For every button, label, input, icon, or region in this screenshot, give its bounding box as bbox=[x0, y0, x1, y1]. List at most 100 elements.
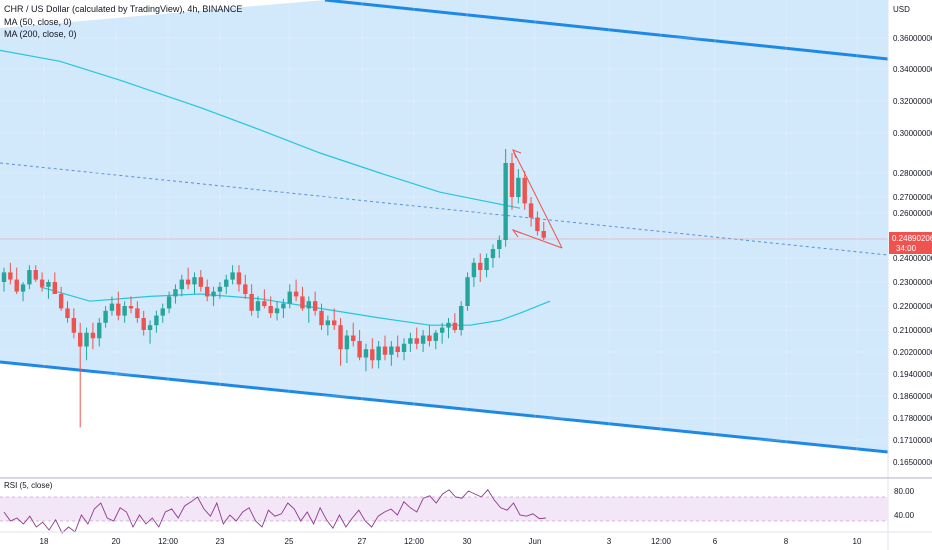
candle-body bbox=[71, 318, 77, 333]
candle bbox=[452, 313, 458, 333]
candle bbox=[97, 318, 102, 347]
candle bbox=[8, 262, 13, 285]
candle bbox=[128, 296, 134, 314]
candle bbox=[71, 308, 77, 339]
candle bbox=[46, 279, 51, 299]
y-tick-label: 0.32000000 bbox=[893, 97, 932, 106]
candle bbox=[103, 306, 108, 328]
candle bbox=[116, 291, 121, 321]
candle bbox=[319, 303, 324, 330]
candle bbox=[52, 272, 57, 294]
candle bbox=[243, 274, 248, 299]
candle-body bbox=[236, 272, 242, 285]
y-tick-label: 0.22000000 bbox=[893, 302, 932, 311]
candle bbox=[141, 310, 146, 336]
rsi-pane: 80.00 40.00 RSI (5, close) bbox=[0, 477, 932, 534]
candle-body bbox=[332, 320, 337, 326]
candle-body bbox=[122, 306, 127, 316]
candle bbox=[109, 296, 115, 316]
candle bbox=[300, 286, 305, 311]
x-tick-label: 12:00 bbox=[404, 537, 425, 546]
rsi-tick-high: 80.00 bbox=[894, 487, 915, 496]
candle-body bbox=[65, 308, 70, 318]
price-axis[interactable]: USD 0.36000000 0.34000000 0.32000000 0.3000… bbox=[887, 0, 932, 550]
channel-midline[interactable] bbox=[0, 162, 889, 256]
candle bbox=[338, 318, 343, 366]
candle bbox=[58, 286, 64, 311]
candle-body bbox=[211, 291, 216, 297]
y-tick-label: 0.17100000 bbox=[893, 436, 932, 445]
channel-upper-line[interactable] bbox=[324, 0, 889, 61]
rsi-band bbox=[0, 497, 888, 521]
candle bbox=[363, 343, 369, 372]
candle-body bbox=[459, 306, 464, 330]
rsi-line[interactable] bbox=[3, 489, 546, 534]
candle bbox=[135, 301, 140, 323]
candle-body bbox=[58, 294, 64, 309]
price-badge bbox=[889, 232, 932, 254]
candle-body bbox=[306, 301, 311, 309]
y-tick-label: 0.16500000 bbox=[893, 458, 932, 467]
candle bbox=[471, 258, 477, 287]
candle-body bbox=[103, 310, 108, 323]
candle bbox=[490, 244, 496, 268]
y-tick-label: 0.19400000 bbox=[893, 370, 932, 379]
candle-body bbox=[535, 217, 540, 231]
candle bbox=[459, 301, 464, 336]
ma50-line[interactable] bbox=[39, 286, 551, 326]
candle bbox=[1, 267, 7, 292]
candle bbox=[497, 235, 502, 258]
candle-body bbox=[1, 272, 7, 282]
candle bbox=[255, 296, 261, 318]
x-tick-label: 25 bbox=[285, 537, 294, 546]
channel-lower-line[interactable] bbox=[0, 360, 889, 454]
candle-body bbox=[300, 296, 305, 309]
main-price-pane bbox=[0, 0, 889, 454]
candle-body bbox=[376, 346, 381, 361]
candle-body bbox=[20, 284, 26, 292]
candle-body bbox=[319, 310, 324, 326]
candle-body bbox=[147, 325, 153, 330]
candle bbox=[414, 327, 419, 350]
candle-body bbox=[268, 306, 273, 314]
x-tick-label: Jun bbox=[529, 537, 542, 546]
x-tick-label: 30 bbox=[463, 537, 472, 546]
candle bbox=[465, 272, 470, 311]
candle-body bbox=[465, 277, 470, 306]
candle-body bbox=[217, 286, 223, 292]
time-axis[interactable]: 18 20 12:00 23 25 27 12:00 30 Jun 3 12:00 6 8 10 bbox=[0, 531, 932, 546]
candle bbox=[516, 169, 521, 204]
candle-body bbox=[446, 322, 451, 328]
candle-body bbox=[287, 291, 292, 304]
wedge-annotation[interactable] bbox=[511, 149, 563, 249]
candle bbox=[39, 272, 45, 292]
x-tick-label: 10 bbox=[853, 537, 862, 546]
candle-body bbox=[351, 335, 356, 341]
ma200-line[interactable] bbox=[0, 49, 521, 209]
candle bbox=[433, 330, 438, 350]
x-tick-label: 12:00 bbox=[158, 537, 179, 546]
candle-body bbox=[39, 279, 45, 287]
candle bbox=[420, 330, 426, 352]
y-tick-label: 0.34000000 bbox=[893, 65, 932, 74]
y-tick-label: 0.23000000 bbox=[893, 278, 932, 287]
candle bbox=[65, 301, 70, 323]
y-tick-label: 0.18600000 bbox=[893, 392, 932, 401]
candle-body bbox=[90, 332, 96, 339]
candle bbox=[198, 270, 204, 292]
candle bbox=[522, 171, 527, 210]
candle bbox=[395, 335, 400, 358]
x-tick-label: 20 bbox=[112, 537, 121, 546]
candle bbox=[503, 149, 508, 247]
candle bbox=[84, 327, 89, 361]
candle-body bbox=[420, 335, 426, 344]
candle bbox=[179, 274, 184, 297]
chart-title: CHR / US Dollar (calculated by TradingVi… bbox=[4, 4, 243, 14]
y-tick-label: 0.21000000 bbox=[893, 326, 932, 335]
candle bbox=[205, 279, 210, 302]
candle bbox=[351, 322, 356, 347]
candle-body bbox=[160, 308, 165, 316]
candle bbox=[147, 320, 153, 344]
y-tick-label: 0.27000000 bbox=[893, 193, 932, 202]
